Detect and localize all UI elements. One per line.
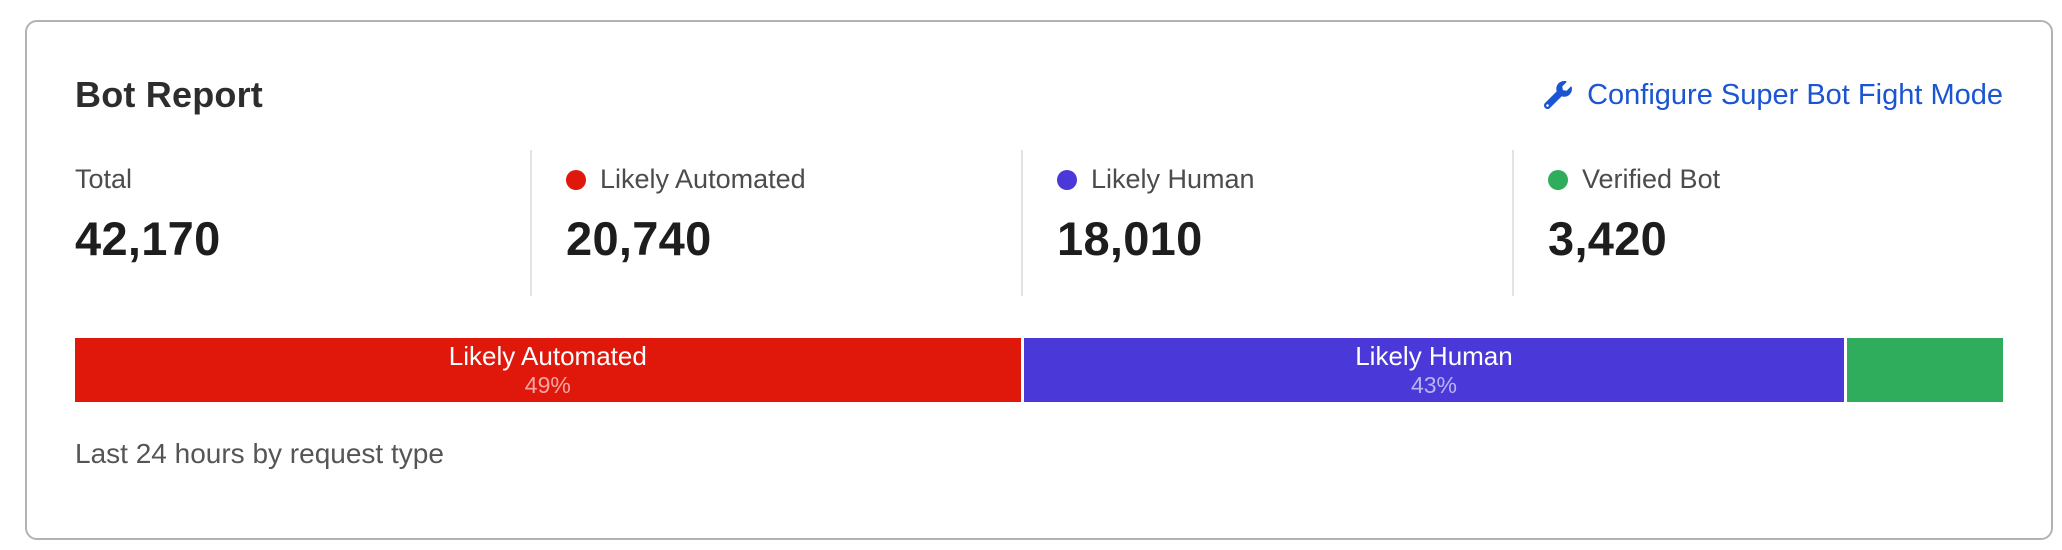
stat-total: Total 42,170 bbox=[75, 150, 530, 296]
card-header: Bot Report Configure Super Bot Fight Mod… bbox=[75, 74, 2003, 116]
stat-label-row: Verified Bot bbox=[1548, 164, 2003, 195]
stat-label: Total bbox=[75, 164, 133, 194]
stat-label: Likely Human bbox=[1091, 164, 1255, 194]
bar-segment-likely-human: Likely Human 43% bbox=[1023, 338, 1845, 402]
bar-segment-likely-automated: Likely Automated 49% bbox=[75, 338, 1021, 402]
bar-segment-label: Likely Human bbox=[1355, 340, 1513, 371]
stat-value: 18,010 bbox=[1057, 212, 1203, 265]
stat-verified-bot: Verified Bot 3,420 bbox=[1512, 150, 2003, 296]
page-title: Bot Report bbox=[75, 74, 263, 115]
bar-segment-label: Likely Automated bbox=[448, 340, 647, 371]
bar-segment-verified-bot bbox=[1847, 338, 2003, 402]
stat-value: 3,420 bbox=[1548, 212, 1668, 265]
verified-bot-dot-icon bbox=[1548, 169, 1568, 190]
stat-label-row: Likely Human bbox=[1057, 164, 1512, 195]
stat-likely-automated: Likely Automated 20,740 bbox=[530, 150, 1021, 296]
stat-label-row: Total bbox=[75, 164, 530, 195]
likely-automated-dot-icon bbox=[566, 169, 586, 190]
bot-report-card: Bot Report Configure Super Bot Fight Mod… bbox=[25, 20, 2053, 540]
stat-value: 20,740 bbox=[566, 212, 712, 265]
stat-label: Likely Automated bbox=[600, 164, 806, 194]
configure-super-bot-fight-mode-label: Configure Super Bot Fight Mode bbox=[1587, 78, 2003, 111]
bar-segment-percent: 43% bbox=[1410, 372, 1457, 399]
bar-segment-percent: 49% bbox=[524, 372, 571, 399]
stat-likely-human: Likely Human 18,010 bbox=[1021, 150, 1512, 296]
stat-label-row: Likely Automated bbox=[566, 164, 1021, 195]
likely-human-dot-icon bbox=[1057, 169, 1077, 190]
wrench-icon bbox=[1544, 81, 1573, 109]
chart-caption: Last 24 hours by request type bbox=[75, 438, 444, 469]
stacked-bar-chart: Likely Automated 49% Likely Human 43% bbox=[75, 338, 2003, 402]
stats-row: Total 42,170 Likely Automated 20,740 Lik… bbox=[75, 150, 2003, 296]
stat-value: 42,170 bbox=[75, 212, 221, 265]
stat-label: Verified Bot bbox=[1582, 164, 1721, 194]
configure-super-bot-fight-mode-link[interactable]: Configure Super Bot Fight Mode bbox=[1544, 79, 2003, 112]
